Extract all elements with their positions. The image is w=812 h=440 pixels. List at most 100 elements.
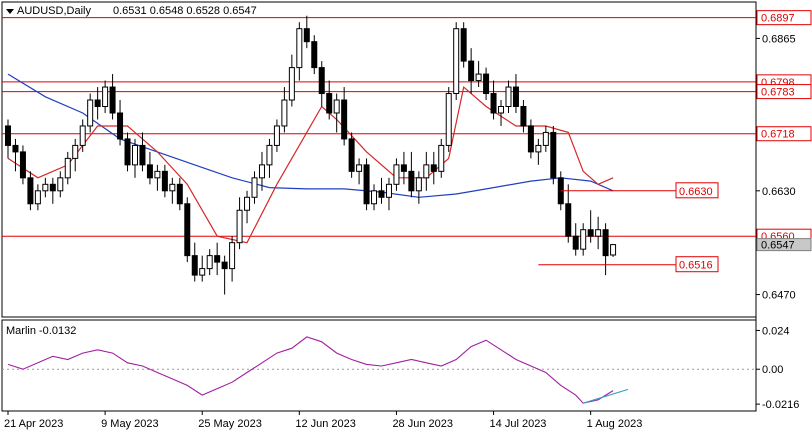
candle-bullish: [131, 144, 138, 166]
osc-y-tick-label: 0.00: [762, 364, 783, 376]
candle-bearish: [184, 203, 191, 257]
candle-bearish: [363, 164, 370, 205]
x-tick-label: 21 Apr 2023: [4, 418, 63, 430]
current-price-label: 0.6547: [761, 240, 795, 252]
candle-bullish: [72, 144, 79, 159]
candle-bearish: [318, 67, 325, 95]
candle-bullish: [475, 73, 482, 82]
candle-bullish: [505, 86, 512, 108]
candle-bearish: [602, 229, 609, 257]
candle-bullish: [438, 144, 445, 172]
candle-bearish: [146, 164, 153, 179]
candle-bullish: [542, 131, 549, 146]
marker-label: 0.6516: [679, 260, 713, 272]
candle-bullish: [244, 196, 251, 211]
candle-bearish: [117, 112, 124, 140]
candle-bullish: [393, 164, 400, 185]
candle-bearish: [176, 183, 183, 205]
candle-bearish: [572, 235, 579, 250]
main-plot-frame: [1, 1, 757, 318]
candle-bullish: [445, 93, 452, 146]
marlin-line: [7, 336, 614, 404]
level-label: 0.6897: [761, 13, 795, 25]
level-label: 0.6718: [761, 129, 795, 141]
marker-label-box: [675, 256, 719, 273]
candle-bullish: [273, 125, 280, 146]
ohlc-readout: 0.6531 0.6548 0.6528 0.6547: [113, 5, 257, 17]
candle-bullish: [236, 209, 243, 244]
candle-bullish: [57, 177, 64, 192]
osc-y-tick-label: 0.024: [762, 325, 790, 337]
candle-bearish: [400, 164, 407, 172]
candle-bearish: [221, 261, 228, 270]
candle-bullish: [154, 170, 161, 179]
candle-bullish: [453, 28, 460, 95]
x-tick-label: 14 Jul 2023: [490, 418, 547, 430]
candles: [5, 15, 617, 295]
candle-bullish: [64, 157, 71, 179]
candle-bearish: [139, 144, 146, 166]
candle-bullish: [371, 190, 378, 205]
chart-menu-triangle-icon[interactable]: [6, 9, 14, 14]
level-label-box: [756, 84, 812, 100]
candle-bullish: [580, 229, 587, 250]
candle-bullish: [610, 244, 617, 256]
price-markers: 0.6630 0.6516: [538, 182, 719, 273]
candle-bearish: [408, 170, 415, 192]
candle-bullish: [423, 164, 430, 179]
candle-bearish: [430, 164, 437, 172]
candle-bullish: [498, 106, 505, 114]
candle-bearish: [550, 131, 557, 179]
candle-bullish: [42, 183, 49, 192]
candle-bearish: [490, 93, 497, 114]
candle-bearish: [341, 99, 348, 140]
candle-bearish: [468, 60, 475, 82]
candle-bullish: [356, 164, 363, 172]
candle-bullish: [206, 255, 213, 270]
candle-bearish: [348, 138, 355, 172]
y-axis: 0.6470 0.6630 0.6865 0.6547: [756, 33, 812, 302]
candle-bearish: [49, 183, 56, 192]
candle-bearish: [303, 28, 310, 43]
level-label: 0.6783: [761, 87, 795, 99]
symbol-title: AUDUSD,Daily: [17, 5, 91, 17]
candle-bearish: [587, 229, 594, 237]
candle-bearish: [161, 170, 168, 192]
marker-label: 0.6630: [679, 186, 713, 198]
candle-bearish: [520, 106, 527, 127]
current-price-box: [756, 238, 812, 252]
level-label-box: [756, 10, 812, 26]
candle-bearish: [378, 190, 385, 198]
candle-bullish: [34, 190, 41, 205]
candle-bullish: [258, 164, 265, 179]
candle-bullish: [229, 242, 236, 270]
candle-bearish: [5, 125, 11, 146]
x-tick-label: 9 May 2023: [101, 418, 158, 430]
candle-bullish: [296, 28, 303, 69]
candle-bearish: [12, 144, 19, 153]
y-tick-label: 0.6865: [762, 33, 796, 45]
candle-bullish: [79, 125, 86, 146]
candle-bearish: [191, 255, 198, 276]
y-tick-label: 0.6470: [762, 290, 796, 302]
marker-label-box: [675, 182, 719, 199]
x-tick-label: 12 Jun 2023: [295, 418, 356, 430]
candle-bearish: [326, 93, 333, 114]
x-tick-label: 25 May 2023: [198, 418, 262, 430]
candle-bearish: [483, 73, 490, 95]
marlin-trendline: [583, 388, 629, 404]
candle-bullish: [595, 229, 602, 237]
candle-bearish: [512, 86, 519, 108]
x-tick-label: 28 Jun 2023: [392, 418, 453, 430]
x-tick-label: 1 Aug 2023: [587, 418, 643, 430]
x-axis: 21 Apr 2023 9 May 2023 25 May 2023 12 Jun 2…: [4, 411, 642, 430]
osc-y-tick-label: -0.0216: [762, 399, 799, 411]
y-tick-label: 0.6630: [762, 186, 796, 198]
candle-bearish: [311, 41, 318, 69]
candle-bullish: [281, 99, 288, 127]
candle-bullish: [333, 99, 340, 114]
candle-bearish: [460, 28, 467, 62]
candle-bullish: [102, 86, 109, 108]
